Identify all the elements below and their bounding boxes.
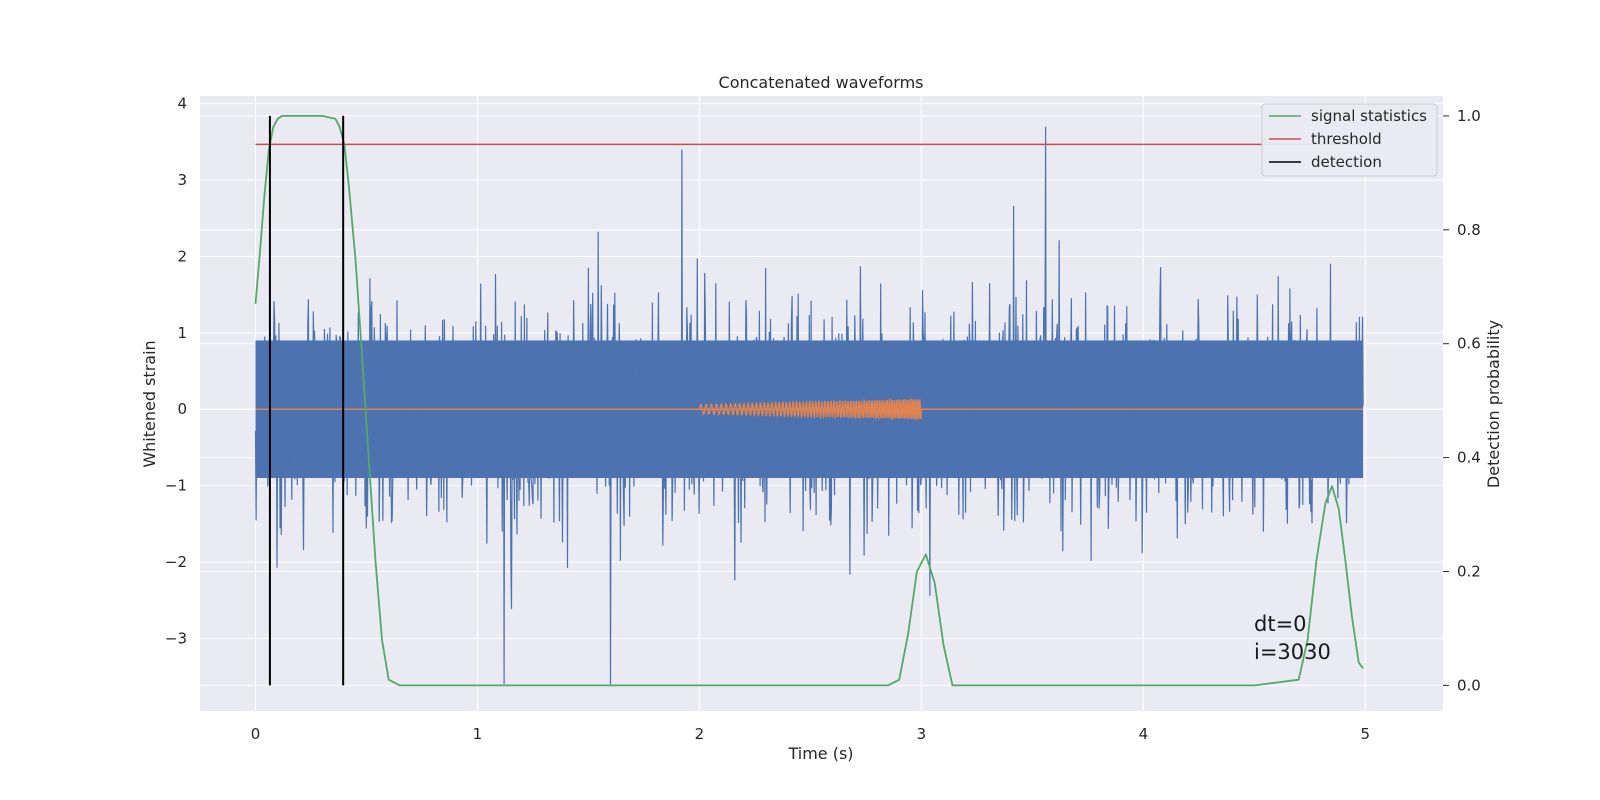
legend: signal statistics threshold detection — [1261, 103, 1438, 177]
legend-label-threshold: threshold — [1311, 130, 1382, 148]
right-axis-series — [254, 115, 1364, 687]
x-axis-label: Time (s) — [787, 744, 853, 763]
injected-signal-series — [255, 397, 1364, 422]
signal-statistics-line — [254, 115, 1364, 687]
left-y-tick-label: −3 — [165, 629, 187, 647]
right-y-tick-label: 0.0 — [1457, 676, 1481, 694]
annotation-dt: dt=0 — [1254, 612, 1307, 636]
left-y-tick-label: 4 — [177, 95, 187, 113]
left-y-axis-label: Whitened strain — [140, 340, 159, 467]
left-y-tick-label: 1 — [177, 324, 187, 342]
right-y-tick-label: 0.2 — [1457, 562, 1481, 580]
left-y-tick-label: 3 — [177, 171, 187, 189]
x-tick-label: 0 — [251, 725, 261, 743]
chart-title: Concatenated waveforms — [719, 73, 924, 92]
strain-line — [254, 126, 1364, 685]
x-axis-ticks: 0 1 2 3 4 5 — [251, 725, 1370, 743]
left-y-tick-label: −1 — [165, 477, 187, 495]
left-y-tick-label: −2 — [165, 553, 187, 571]
left-y-tick-label: 0 — [177, 400, 187, 418]
annotation-index: i=3030 — [1254, 640, 1331, 664]
x-tick-label: 3 — [917, 725, 927, 743]
right-y-axis-ticks: 0.0 0.2 0.4 0.6 0.8 1.0 — [1443, 107, 1481, 694]
x-tick-label: 5 — [1361, 725, 1371, 743]
right-y-tick-label: 0.8 — [1457, 221, 1481, 239]
x-tick-label: 4 — [1139, 725, 1149, 743]
x-tick-label: 2 — [695, 725, 705, 743]
left-y-tick-label: 2 — [177, 247, 187, 265]
left-y-axis-ticks: −3 −2 −1 0 1 2 3 4 — [165, 95, 187, 648]
right-y-tick-label: 0.4 — [1457, 449, 1481, 467]
x-tick-label: 1 — [473, 725, 483, 743]
right-y-tick-label: 1.0 — [1457, 107, 1481, 125]
legend-box — [1261, 103, 1438, 177]
legend-label-detection: detection — [1311, 153, 1382, 171]
right-y-tick-label: 0.6 — [1457, 335, 1481, 353]
right-y-axis-label: Detection probability — [1484, 320, 1503, 488]
legend-label-signal-statistics: signal statistics — [1311, 107, 1427, 125]
injected-chirp-line — [698, 397, 923, 422]
